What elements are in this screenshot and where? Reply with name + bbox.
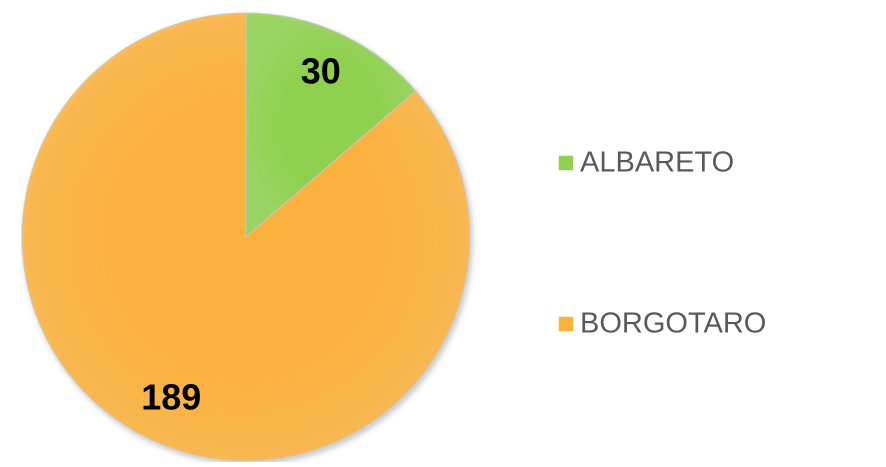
legend-label: BORGOTARO — [580, 308, 766, 340]
legend-swatch — [557, 154, 575, 172]
pie — [21, 12, 471, 462]
data-label: 189 — [141, 376, 201, 417]
data-label: 30 — [301, 51, 341, 92]
pie-slice — [245, 12, 417, 239]
pie-slice — [21, 12, 471, 462]
legend-swatch — [557, 315, 575, 333]
legend-label: ALBARETO — [580, 147, 734, 179]
